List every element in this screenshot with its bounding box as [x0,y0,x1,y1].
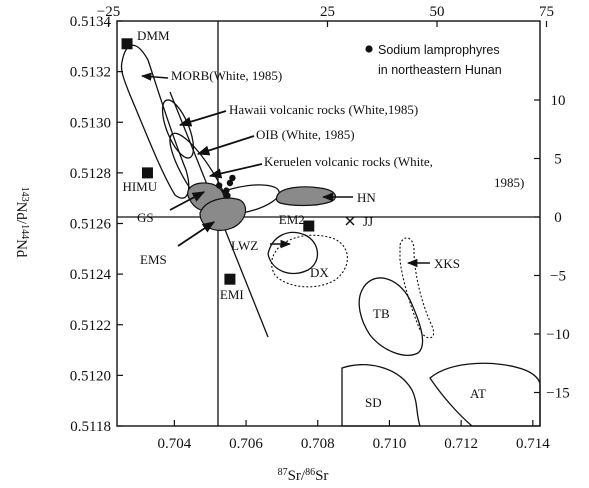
top-tick-label: 75 [539,4,554,20]
right-tick-label: −10 [546,327,569,343]
y-tick-label: 0.5120 [70,368,111,384]
keruelen-label-2: 1985) [494,175,524,190]
lwz-label: LWZ [231,238,258,253]
right-tick-label: 5 [554,152,562,168]
top-tick-label: −25 [97,4,120,20]
legend-label-line1: Sodium lamprophyres [378,43,500,57]
lamprophyre-point [223,187,230,194]
himu-arrow [169,191,206,211]
hawaii-arrow [178,110,227,127]
hawaii-field [161,99,195,159]
at-field [429,362,541,427]
end-member-emi-label: EMI [220,287,244,302]
x-axis-title: 87Sr/86Sr [278,467,329,485]
x-tick-label: 0.706 [229,436,263,452]
jj-label: JJ [363,214,373,229]
legend-marker [365,45,373,53]
hn-label: HN [357,190,376,205]
xks-field [399,237,435,339]
data-marks: DMM HIMU EM2 EMI JJ [121,28,373,302]
end-member-emi-marker [224,273,236,285]
keruelen-arrow [208,163,263,179]
sd-field [341,364,421,427]
oib-label: OIB (White, 1985) [256,127,355,142]
oib-arrow [196,135,255,156]
lamprophyre-point [215,182,223,189]
y-tick-label: 0.5130 [70,115,111,131]
right-tick-label: −5 [550,269,566,285]
end-member-himu-label: HIMU [122,179,157,194]
lamprophyre-point [229,174,236,182]
ems-arrow [177,221,216,247]
y-tick-label: 0.5122 [70,318,111,334]
x-tick-label: 0.708 [301,436,335,452]
end-member-em2-marker [303,220,315,232]
ems-label: EMS [140,252,167,267]
tb-field [358,277,424,356]
x-tick-label: 0.712 [444,436,478,452]
at-label: AT [470,386,486,401]
y-tick-label: 0.5126 [70,217,112,233]
x-tick-label: 0.714 [516,436,550,452]
right-tick-label: 10 [551,93,566,109]
hawaii-label: Hawaii volcanic rocks (White,1985) [229,102,418,117]
morb-arrow [140,72,169,81]
keruelen-label-1: Keruelen volcanic rocks (White, [264,154,433,169]
dx-field [271,234,348,288]
morb-label: MORB(White, 1985) [171,68,282,83]
sd-label: SD [365,395,382,410]
lamprophyre-point [224,192,231,199]
xks-label: XKS [434,256,460,271]
top-tick-label: 50 [430,4,445,20]
end-member-dmm-label: DMM [137,28,170,43]
dx-label: DX [310,265,329,280]
x-tick-label: 0.710 [373,436,407,452]
lwz-field [267,231,319,275]
y-axis-title: 143Nd/144Nd [13,187,31,258]
hn-field [275,186,337,207]
right-tick-label: 0 [554,210,562,226]
x-tick-label: 0.704 [157,436,191,452]
jj-marker [345,216,355,226]
right-tick-label: −15 [546,386,569,402]
axis-ticks: 0.704 0.706 0.708 0.710 0.712 0.714 0.5118 0.51… [70,4,570,452]
y-tick-label: 0.5132 [70,65,111,81]
y-tick-label: 0.5134 [70,14,112,30]
lamprophyre-point [226,179,234,187]
gs-label: GS [137,210,154,225]
y-tick-label: 0.5118 [70,419,111,435]
end-member-em2-label: EM2 [279,212,305,227]
end-member-himu-marker [141,167,153,179]
y-tick-label: 0.5124 [70,267,112,283]
legend-label-line2: in northeastern Hunan [378,63,502,77]
top-tick-label: 25 [320,4,335,20]
end-member-dmm-marker [121,38,133,50]
y-tick-label: 0.5128 [70,166,111,182]
tb-label: TB [373,306,390,321]
